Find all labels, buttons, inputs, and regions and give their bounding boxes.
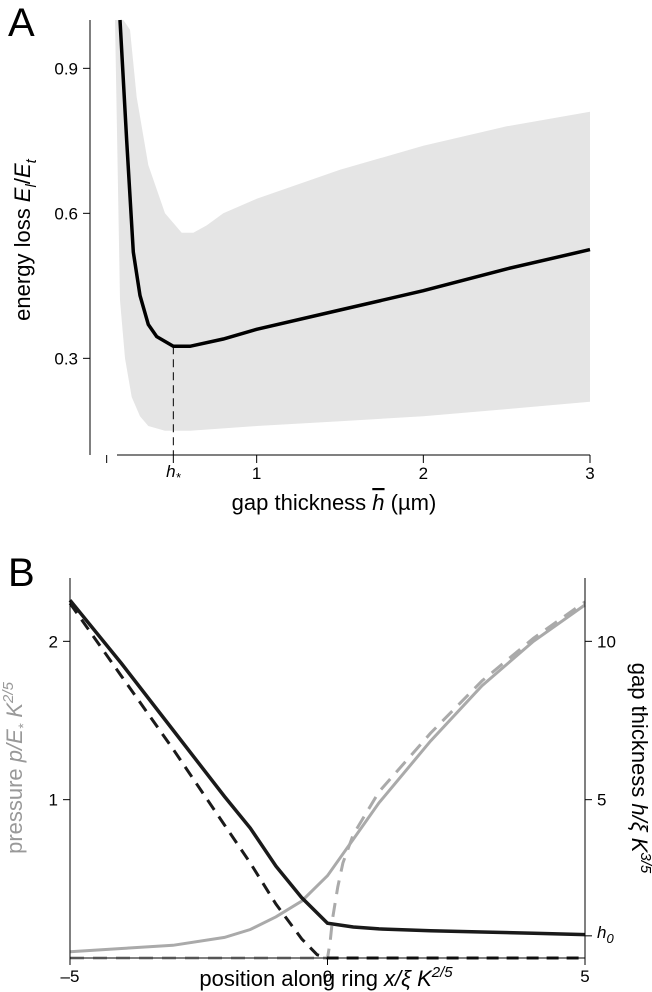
x-axis-title-a: gap thickness h (µm) bbox=[232, 490, 437, 515]
pressure-solid-line bbox=[70, 605, 585, 952]
x-tick-label-b: –5 bbox=[61, 967, 80, 986]
left-y-tick-label-b: 1 bbox=[49, 791, 58, 810]
pressure-dashed-line bbox=[70, 602, 585, 958]
panel-a-chart: 1 2 3 0.3 0.6 0.9 h* gap thickness h (µm) ene… bbox=[10, 20, 595, 515]
h0-label: h0 bbox=[597, 923, 614, 946]
h-star-label: h* bbox=[166, 462, 181, 485]
y-tick-label-a: 0.9 bbox=[54, 59, 78, 78]
y-tick-label-a: 0.6 bbox=[54, 204, 78, 223]
panel-b-chart: –5 0 5 1 2 5 10 h0 position along ring x/ξ K2/… bbox=[0, 578, 652, 991]
x-tick-label-a: 2 bbox=[419, 464, 428, 483]
left-y-tick-label-b: 2 bbox=[49, 632, 58, 651]
h0-subscript: 0 bbox=[606, 931, 614, 946]
h-star-symbol: h bbox=[166, 462, 175, 481]
h0-symbol: h bbox=[597, 923, 606, 942]
y-tick-label-a: 0.3 bbox=[54, 349, 78, 368]
x-tick-label-b: 5 bbox=[580, 967, 589, 986]
right-y-tick-label-b: 5 bbox=[597, 791, 606, 810]
right-axis-title-b: gap thickness h/ξ K3/5 bbox=[627, 663, 652, 874]
x-tick-label-a: 1 bbox=[252, 464, 261, 483]
gap-dashed-line bbox=[70, 603, 585, 958]
x-axis-title-b: position along ring x/ξ K2/5 bbox=[199, 964, 453, 991]
h-star-subscript: * bbox=[176, 470, 182, 485]
right-y-tick-label-b: 10 bbox=[597, 632, 616, 651]
panel-letter-b: B bbox=[8, 551, 35, 595]
uncertainty-band bbox=[115, 20, 590, 431]
left-axis-title-b: pressure p/E* K2/5 bbox=[0, 681, 31, 854]
y-axis-title-a: energy loss El/Et bbox=[10, 158, 40, 320]
x-tick-label-a: 3 bbox=[585, 464, 594, 483]
panel-letter-a: A bbox=[8, 1, 35, 45]
gap-solid-line bbox=[70, 600, 585, 934]
